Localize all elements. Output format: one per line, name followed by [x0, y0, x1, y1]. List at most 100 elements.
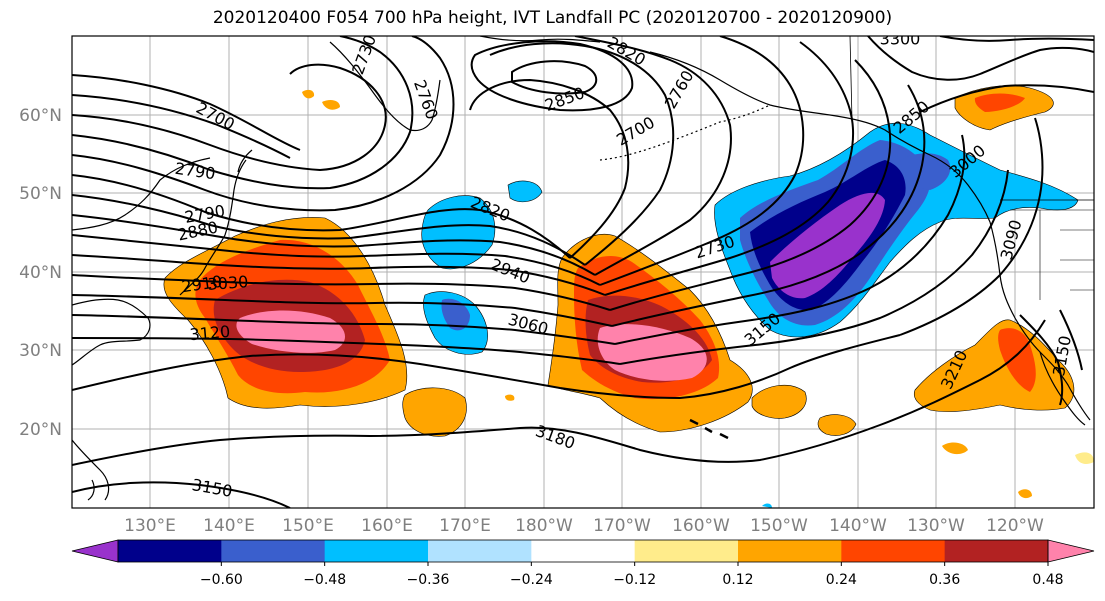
contour-line — [619, 169, 1009, 365]
colorbar-tick-label: −0.24 — [510, 572, 553, 588]
colorbar-swatch — [428, 540, 532, 562]
contour-label: 3030 — [207, 272, 249, 294]
contour-line — [939, 36, 1094, 42]
lon-label: 120°W — [986, 516, 1044, 536]
contour-line — [919, 84, 1094, 113]
lat-label: 50°N — [19, 184, 62, 204]
colorbar — [71, 539, 1095, 563]
contour-line — [574, 36, 732, 276]
lon-label: 170°E — [439, 516, 491, 536]
ivt-shade-patch-a — [402, 387, 467, 437]
contour-line — [72, 314, 616, 345]
colorbar-tick-label: −0.36 — [407, 572, 450, 588]
colorbar-tick-label: 0.24 — [826, 572, 857, 588]
ivt-shade-patch-c — [817, 414, 857, 436]
contour-label: 3300 — [880, 30, 921, 49]
colorbar-extend-high — [1047, 539, 1095, 563]
lon-label: 170°W — [593, 516, 651, 536]
contour-line — [604, 41, 855, 296]
contour-line — [1019, 314, 1064, 406]
colorbar-tick-label: 0.48 — [1032, 572, 1063, 588]
coastline-asia-north — [72, 157, 211, 231]
coastline-asia-south — [72, 439, 110, 501]
contour-line — [489, 42, 675, 266]
contour-line — [614, 134, 966, 345]
colorbar-tick-label: −0.12 — [613, 572, 656, 588]
contour-line — [72, 234, 601, 286]
ivt-shade-neg-edge — [900, 153, 951, 190]
contour-line — [470, 40, 634, 112]
ivt-shade-neg-west-c — [441, 298, 470, 331]
latitude-labels: 60°N 50°N 40°N 30°N 20°N — [19, 106, 62, 440]
ivt-shade-patch-d — [913, 319, 1075, 412]
colorbar-tick-label: 0.12 — [722, 572, 753, 588]
contour-line — [72, 174, 571, 259]
contour-line — [611, 84, 926, 327]
contour-line — [72, 334, 901, 400]
contour-line — [469, 78, 630, 259]
colorbar-swatch — [221, 540, 326, 562]
colorbar-swatch — [841, 540, 946, 562]
border-states — [1010, 209, 1094, 300]
coastline-bering — [479, 36, 601, 43]
ivt-positive-small-patches — [302, 85, 1094, 499]
lon-label: 150°E — [282, 516, 334, 536]
ivt-shade-patch-h — [302, 89, 315, 99]
colorbar-swatch — [531, 540, 636, 562]
contour-line — [609, 59, 892, 311]
contour-line — [72, 36, 414, 190]
lon-label: 140°E — [203, 516, 255, 536]
coastline-alaska — [649, 51, 991, 223]
contour-line — [72, 337, 621, 365]
ivt-negative-northeast-pacific — [714, 122, 1079, 338]
colorbar-swatch — [738, 540, 842, 562]
border-canada-us — [849, 36, 1094, 201]
ivt-shade-neg-west-d — [507, 180, 543, 203]
lon-label: 130°E — [124, 516, 176, 536]
coastline-japan — [179, 149, 253, 296]
contour-line — [72, 214, 596, 276]
ivt-shade-patch-b — [751, 384, 807, 419]
lat-label: 20°N — [19, 420, 62, 440]
lat-label: 40°N — [19, 263, 62, 283]
longitude-labels: 130°E 140°E 150°E 160°E 170°E 180°W 170°W 160°W… — [124, 516, 1044, 536]
contour-line — [72, 194, 586, 266]
contour-line — [72, 36, 455, 212]
contour-line — [72, 63, 387, 172]
colorbar-swatch — [634, 540, 739, 562]
coastline-hawaii — [689, 418, 729, 440]
contour-line — [72, 481, 291, 508]
coastline-korea-china — [72, 298, 151, 366]
colorbar-tick-label: −0.48 — [303, 572, 346, 588]
ivt-shade-central-core — [597, 324, 707, 381]
ivt-shade-patch-g — [974, 93, 1025, 112]
lon-label: 150°W — [750, 516, 808, 536]
map-area: 2700273027902760282028502700276027902880… — [72, 30, 1094, 508]
contour-line — [72, 294, 613, 327]
colorbar-swatch — [944, 540, 1049, 562]
coastline-north-america — [989, 221, 1091, 421]
ivt-shade-neg-west-e — [762, 503, 772, 508]
contour-line — [72, 254, 606, 296]
colorbar-frame — [117, 539, 1049, 563]
ivt-shade-patch-l — [505, 394, 515, 401]
map-frame — [71, 35, 1095, 509]
contour-line — [899, 117, 1044, 336]
lon-label: 140°W — [829, 516, 887, 536]
ivt-shade-patch-k — [1075, 452, 1094, 464]
lat-label: 30°N — [19, 341, 62, 361]
colorbar-swatch — [118, 540, 222, 562]
ivt-shade-patch-i — [322, 99, 340, 110]
contour-line — [1059, 309, 1083, 371]
ivt-shade-patch-j — [942, 442, 968, 455]
contour-line — [867, 36, 1094, 81]
contour-line — [599, 36, 805, 286]
lon-label: 180°W — [515, 516, 573, 536]
contour-line — [72, 274, 611, 311]
ivt-negative-west-central — [421, 180, 772, 508]
lon-label: 160°W — [672, 516, 730, 536]
colorbar-extend-low — [71, 539, 119, 563]
ivt-shade-patch-m — [1018, 489, 1032, 499]
contour-line — [72, 74, 301, 151]
